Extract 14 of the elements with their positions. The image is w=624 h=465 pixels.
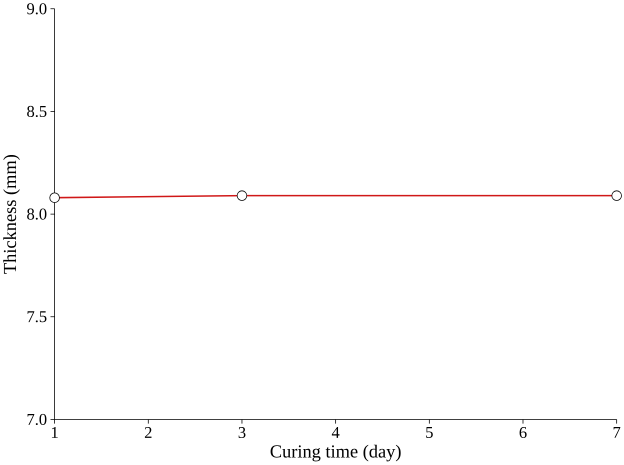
x-tick-label: 1: [52, 427, 58, 438]
y-tick-label: 9.0: [27, 3, 46, 15]
x-axis-title: Curing time (day): [270, 444, 401, 462]
y-axis-title: Thickness (mm): [3, 155, 20, 274]
x-tick-label: 5: [426, 427, 433, 438]
y-tick-label: 7.5: [28, 311, 46, 322]
x-tick-label: 2: [144, 427, 152, 438]
x-tick-label: 3: [238, 427, 246, 438]
x-tick-label: 4: [332, 427, 340, 438]
y-tick-label: 8.5: [27, 106, 46, 118]
y-tick-label: 8.0: [27, 208, 46, 220]
x-tick-label: 6: [520, 427, 527, 438]
x-tick-label: 7: [614, 427, 620, 438]
y-tick-label: 7.0: [28, 414, 46, 426]
